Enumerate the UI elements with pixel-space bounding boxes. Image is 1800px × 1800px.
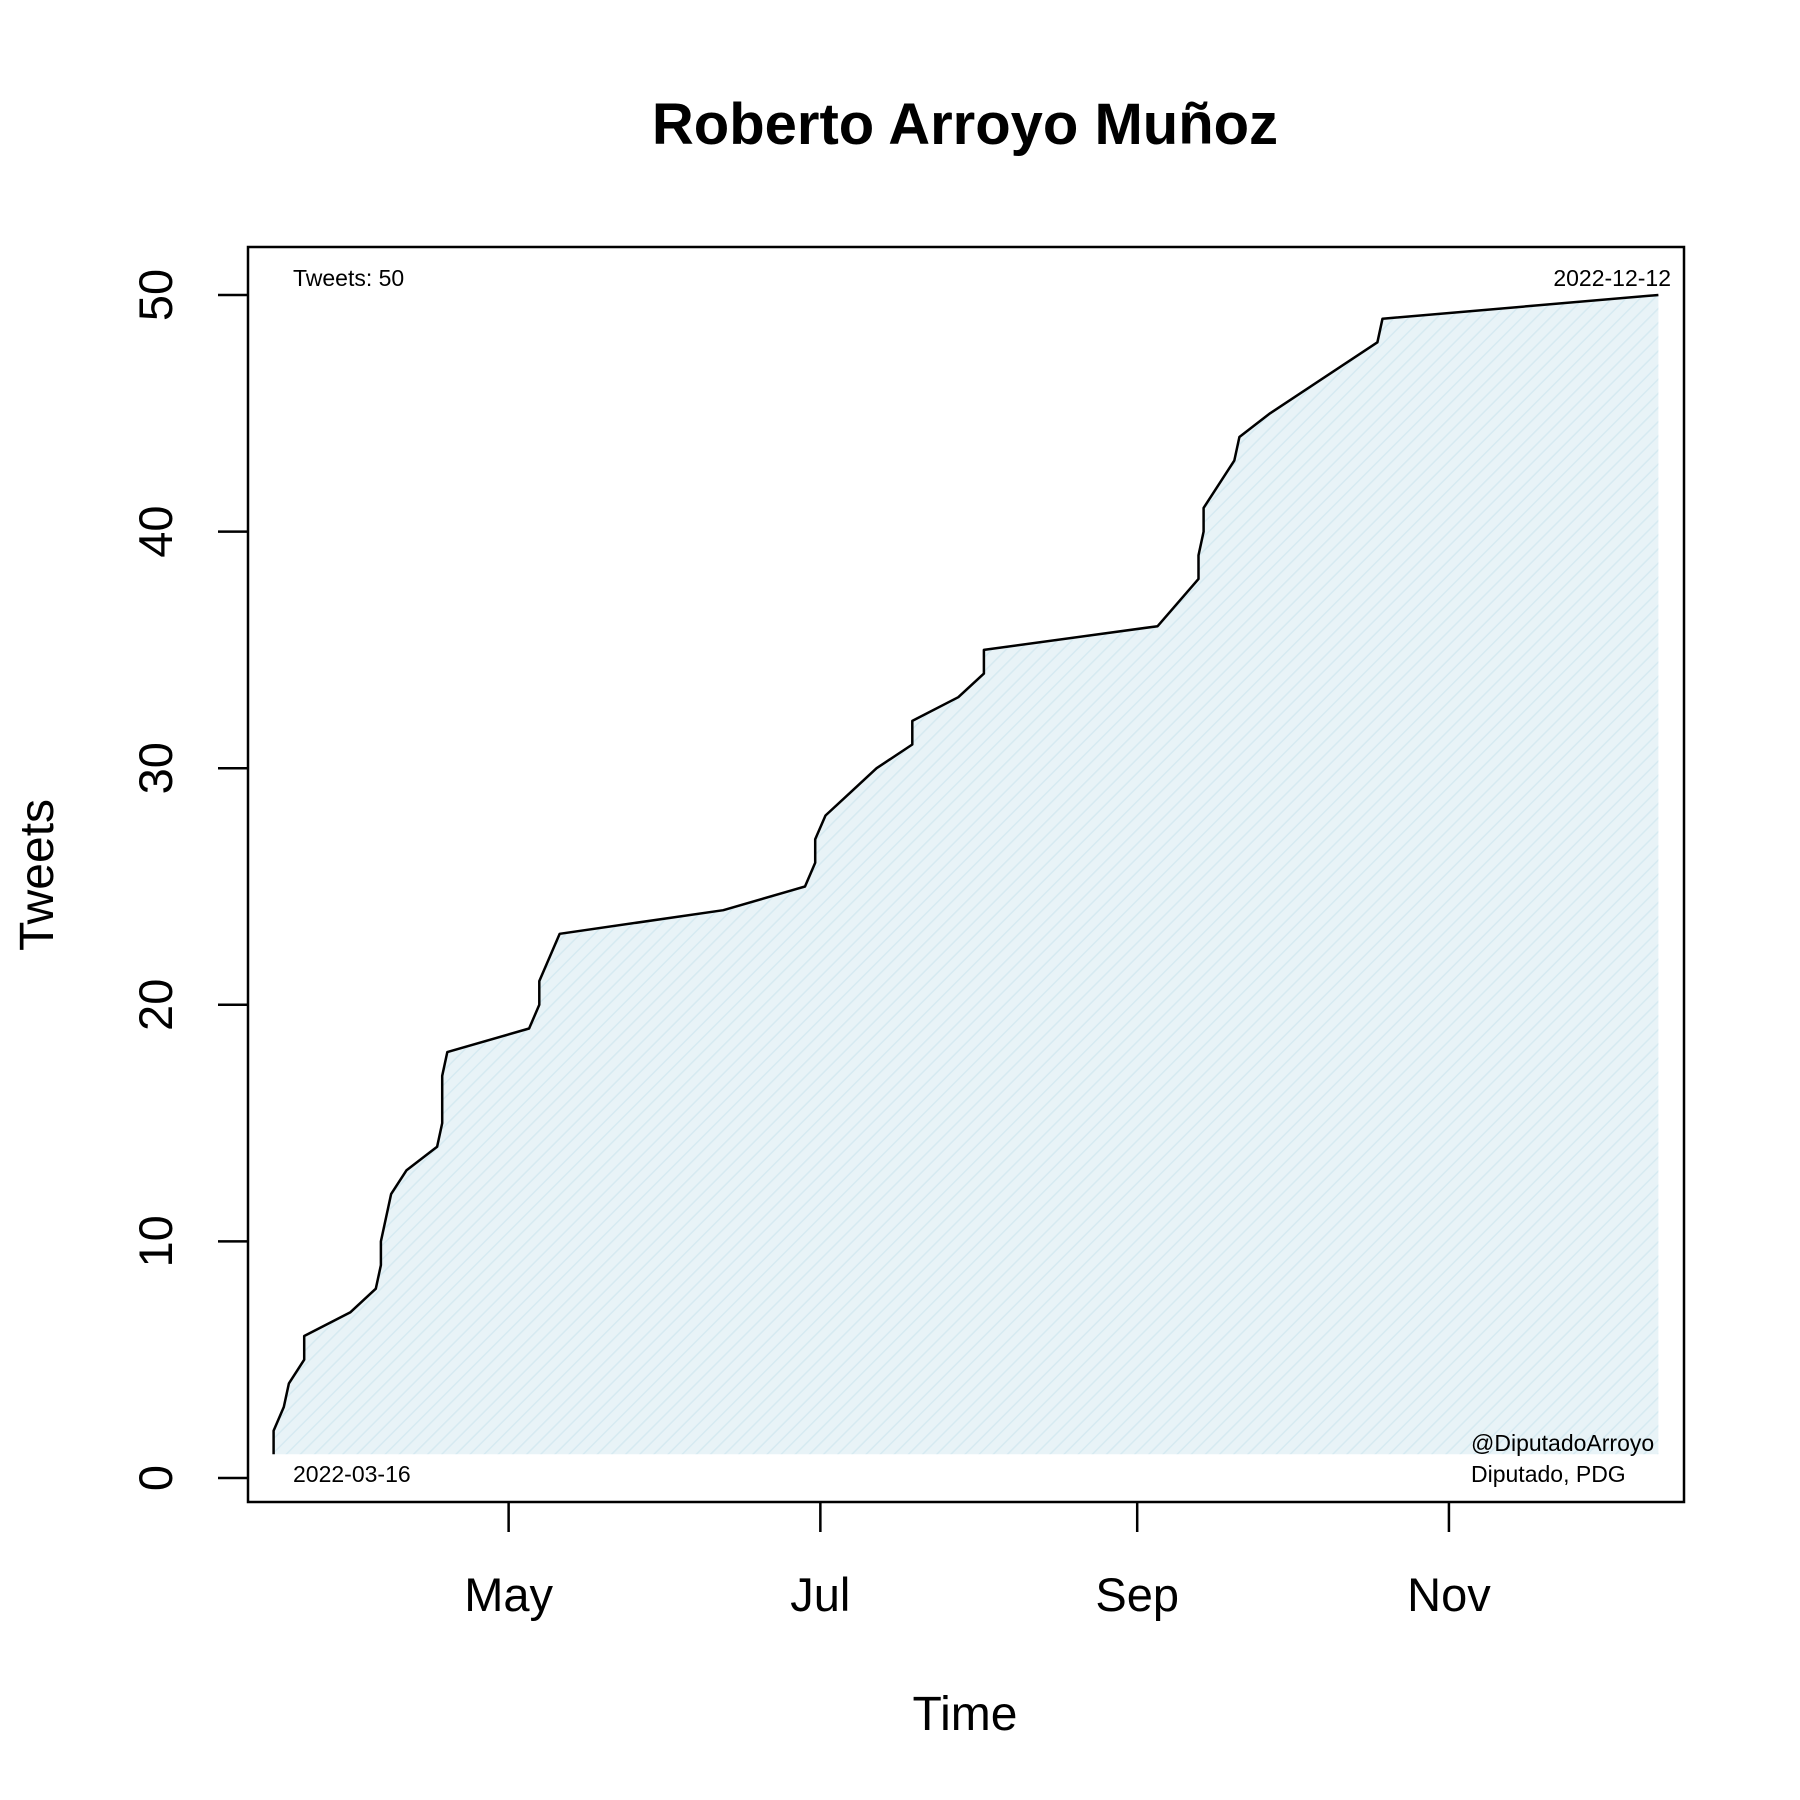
- x-tick-label: May: [464, 1568, 553, 1621]
- plot-frame: [246, 245, 1686, 1504]
- y-tick-label: 50: [129, 269, 182, 321]
- tweet-count-annotation: Tweets: 50: [293, 265, 404, 291]
- y-tick-label: 40: [129, 505, 182, 557]
- handle-annotation: @DiputadoArroyo: [1471, 1430, 1654, 1456]
- y-tick-label: 20: [129, 979, 182, 1031]
- x-tick-label: Nov: [1407, 1568, 1491, 1621]
- x-tick-label: Sep: [1095, 1568, 1179, 1621]
- y-tick-label: 10: [129, 1215, 182, 1267]
- end-date-annotation: 2022-12-12: [1553, 265, 1671, 291]
- y-tick-label: 30: [129, 742, 182, 794]
- role-annotation: Diputado, PDG: [1471, 1461, 1626, 1487]
- x-axis: May Jul Sep Nov: [464, 1502, 1491, 1621]
- y-axis: 0 10 20 30 40 50: [129, 269, 248, 1491]
- chart-title: Roberto Arroyo Muñoz: [652, 92, 1278, 157]
- x-tick-label: Jul: [790, 1568, 850, 1621]
- start-date-annotation: 2022-03-16: [293, 1461, 411, 1487]
- y-axis-title: Tweets: [11, 799, 64, 951]
- y-tick-label: 0: [129, 1465, 182, 1491]
- x-axis-title: Time: [913, 1688, 1018, 1741]
- series-line: [272, 293, 1659, 1455]
- series-area-fill: [273, 295, 1659, 1455]
- plot-layer: [272, 293, 1659, 1455]
